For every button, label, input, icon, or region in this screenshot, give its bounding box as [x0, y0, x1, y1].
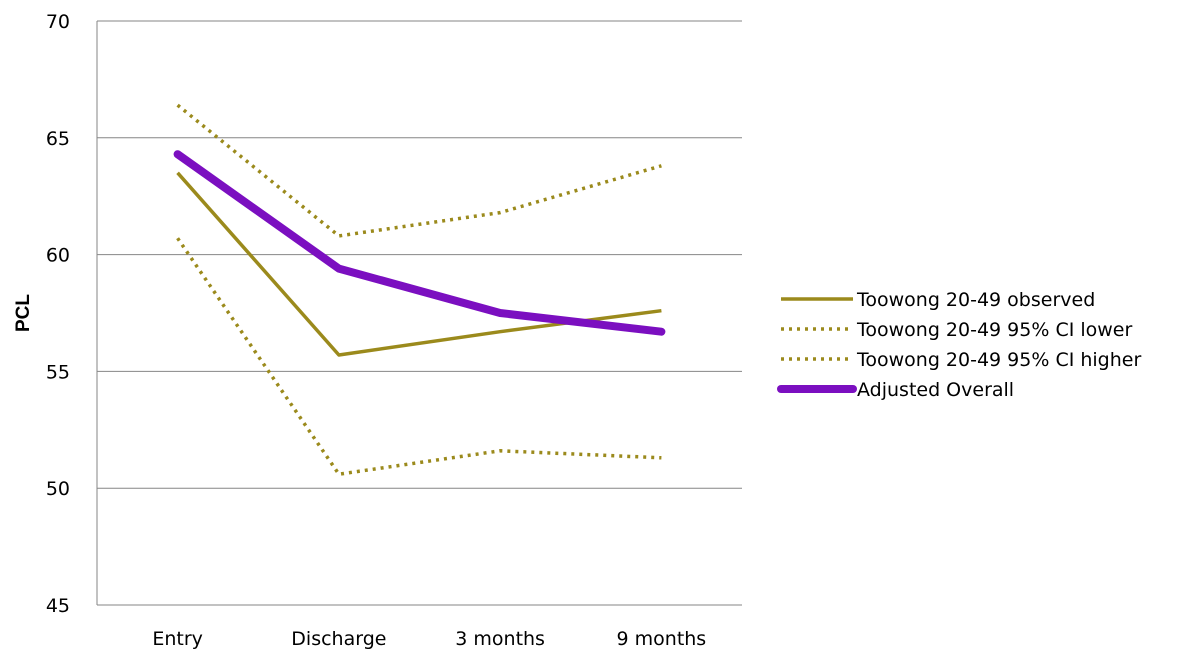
legend-label-2: Toowong 20-49 95% CI higher — [856, 349, 1141, 371]
y-tick-label: 70 — [46, 11, 70, 33]
y-tick-label: 65 — [46, 128, 70, 150]
series-line-2 — [176, 103, 662, 238]
legend-label-0: Toowong 20-49 observed — [856, 289, 1095, 311]
tick-labels: 45 50 55 60 65 70 Entry Discharge 3 months 9 mont… — [46, 11, 706, 650]
legend-label-3: Adjusted Overall — [857, 379, 1014, 401]
y-tick-label: 50 — [46, 478, 70, 500]
x-tick-label: Entry — [152, 628, 203, 650]
gridlines — [97, 20, 742, 489]
y-tick-label: 45 — [46, 595, 70, 617]
x-tick-label: 3 months — [455, 628, 545, 650]
x-tick-label: Discharge — [291, 628, 386, 650]
legend: Toowong 20-49 observed Toowong 20-49 95% … — [777, 289, 1141, 401]
series-lines — [173, 103, 666, 477]
series-line-0 — [176, 171, 662, 357]
y-axis-title: PCL — [13, 294, 34, 332]
y-tick-label: 60 — [46, 245, 70, 267]
axes — [96, 21, 742, 606]
y-tick-label: 55 — [46, 361, 70, 383]
series-line-1 — [176, 237, 662, 477]
legend-label-1: Toowong 20-49 95% CI lower — [856, 319, 1132, 341]
series-line-3 — [173, 150, 666, 336]
x-tick-label: 9 months — [617, 628, 707, 650]
